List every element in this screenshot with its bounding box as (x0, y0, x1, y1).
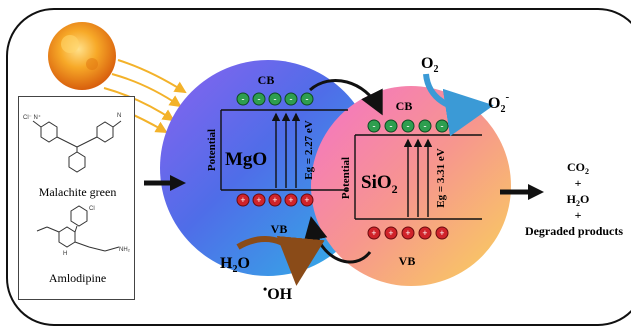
svg-text:-: - (424, 121, 427, 131)
sio2-holes: + + + + + (367, 226, 449, 240)
h2o-label: H2O (220, 255, 250, 275)
sio2-potential-axis: Potential (340, 157, 352, 199)
mgo-potential-axis: Potential (206, 129, 218, 171)
hole-icon: + (418, 226, 432, 240)
svg-text:-: - (373, 121, 376, 131)
electron-icon: - (401, 119, 415, 133)
electron-icon: - (367, 119, 381, 133)
svg-text:Degraded products: Degraded products (525, 224, 623, 238)
hole-icon: + (268, 193, 282, 207)
superoxide-label: O2- (488, 91, 509, 115)
mgo-name: MgO (225, 149, 267, 170)
sio2-name: SiO2 (361, 172, 398, 196)
sio2-cb-label: CB (396, 99, 413, 113)
hole-icon: + (401, 226, 415, 240)
svg-text:H: H (63, 251, 67, 257)
pollutants-box: Cl⁻ N⁺ N Cl H NH₂ Malachite green Amlodi… (18, 96, 135, 300)
svg-text:H2O: H2O (567, 192, 590, 208)
svg-text:+: + (304, 195, 309, 205)
svg-text:+: + (575, 176, 582, 190)
svg-text:N: N (117, 113, 121, 119)
mgo-vb-label: VB (271, 222, 288, 236)
h2o-oxidation-arrow (236, 235, 325, 286)
amlodipine-label: Amlodipine (48, 271, 107, 285)
mgo-bandgap: Eg = 2.27 eV (303, 120, 315, 179)
electron-icon: - (284, 92, 298, 106)
hole-icon: + (435, 226, 449, 240)
o2-label: O2 (421, 55, 438, 75)
svg-text:CO2: CO2 (567, 160, 589, 176)
diagram-frame (6, 8, 631, 326)
sun-icon (48, 22, 116, 90)
svg-text:-: - (441, 121, 444, 131)
svg-text:+: + (256, 195, 261, 205)
mgo-holes: + + + + + (236, 193, 314, 207)
output-flow-arrow (500, 184, 544, 200)
electron-icon: - (384, 119, 398, 133)
svg-text:+: + (439, 228, 444, 238)
hole-icon: + (252, 193, 266, 207)
hole-icon: + (367, 226, 381, 240)
svg-text:+: + (575, 208, 582, 222)
sio2-vb-label: VB (399, 254, 416, 268)
electron-icon: - (268, 92, 282, 106)
hole-icon: + (300, 193, 314, 207)
svg-text:-: - (274, 94, 277, 104)
input-flow-arrow (144, 175, 186, 191)
svg-text:-: - (407, 121, 410, 131)
svg-text:Cl: Cl (89, 206, 95, 212)
mgo-bands (220, 109, 348, 191)
electron-icon: - (300, 92, 314, 106)
svg-text:-: - (390, 121, 393, 131)
hole-icon: + (284, 193, 298, 207)
svg-text:NH₂: NH₂ (119, 247, 131, 253)
svg-text:+: + (288, 195, 293, 205)
svg-text:-: - (290, 94, 293, 104)
electron-transfer-arrow (308, 79, 383, 116)
malachite-green-label: Malachite green (38, 185, 117, 199)
svg-text:-: - (242, 94, 245, 104)
electron-icon: - (418, 119, 432, 133)
svg-text:-: - (258, 94, 261, 104)
hole-transfer-arrow (303, 216, 372, 264)
amlodipine-structure: Cl H NH₂ (36, 205, 131, 257)
svg-text:-: - (306, 94, 309, 104)
pollutant-structures: Cl⁻ N⁺ N Cl H NH₂ (23, 113, 131, 257)
sio2-bandgap: Eg = 3.31 eV (435, 148, 447, 207)
svg-text:+: + (272, 195, 277, 205)
electron-icon: - (435, 119, 449, 133)
electron-icon: - (236, 92, 250, 106)
svg-text:+: + (240, 195, 245, 205)
sio2-electrons: - - - - - (367, 119, 449, 133)
mgo-cb-label: CB (258, 73, 275, 87)
svg-text:+: + (422, 228, 427, 238)
hole-icon: + (384, 226, 398, 240)
products-list: CO2 + H2O + Degraded products (525, 160, 623, 238)
hole-icon: + (236, 193, 250, 207)
malachite-green-structure: Cl⁻ N⁺ N (23, 113, 121, 173)
svg-text:+: + (371, 228, 376, 238)
hydroxyl-radical-label: •OH (263, 282, 293, 303)
svg-text:+: + (388, 228, 393, 238)
svg-text:Cl⁻ N⁺: Cl⁻ N⁺ (23, 114, 41, 121)
o2-reduction-arrow (423, 73, 494, 137)
electron-icon: - (252, 92, 266, 106)
svg-text:+: + (405, 228, 410, 238)
mgo-electrons: - - - - - (236, 92, 314, 106)
